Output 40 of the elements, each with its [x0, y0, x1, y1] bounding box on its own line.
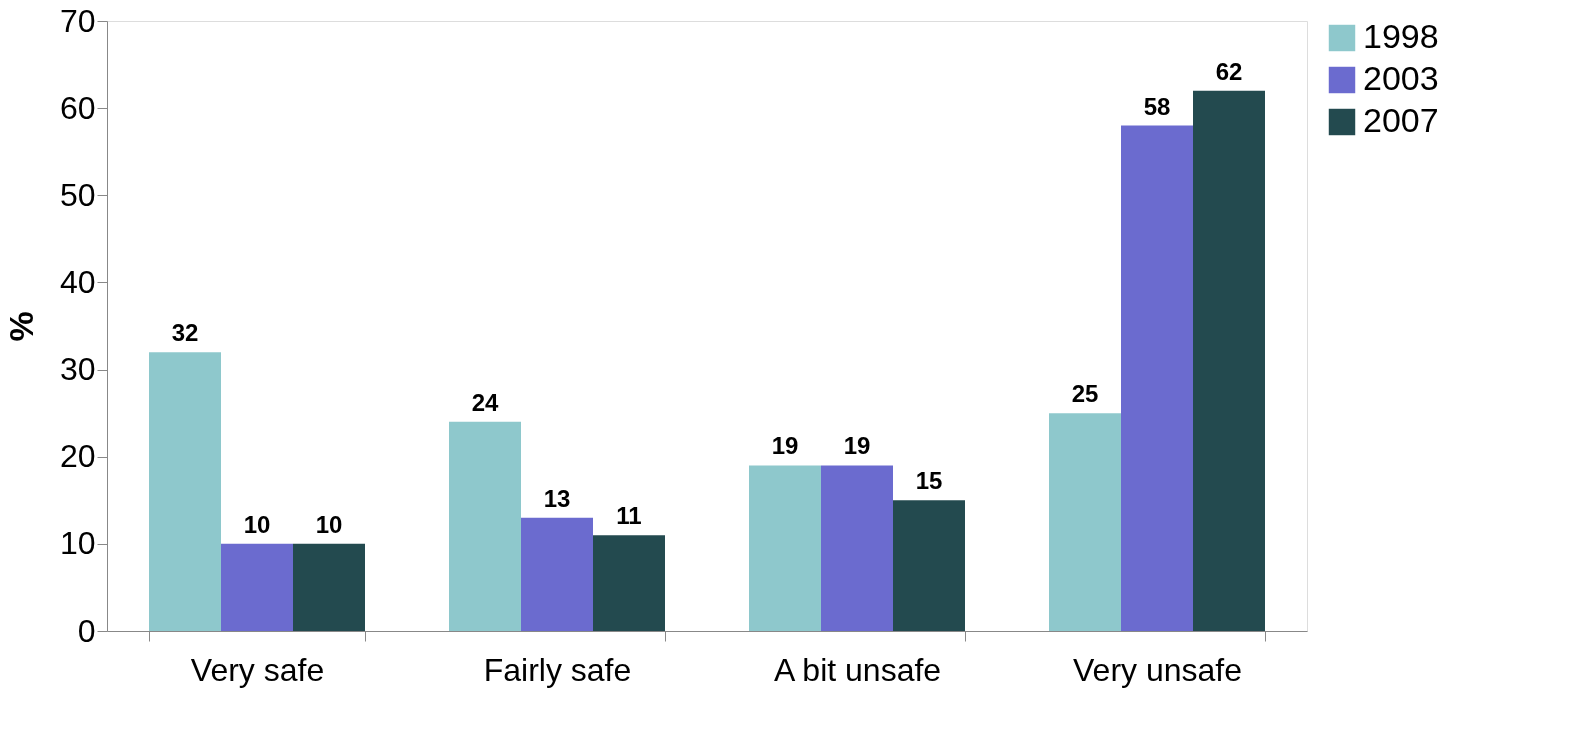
x-tick-label: Fairly safe — [483, 651, 632, 688]
y-tick-label: 50 — [59, 176, 96, 213]
y-tick-label: 10 — [59, 525, 96, 562]
legend-label: 1998 — [1363, 17, 1439, 55]
bar — [149, 352, 221, 631]
data-label: 24 — [471, 388, 499, 416]
data-label: 58 — [1143, 92, 1171, 120]
bar — [1121, 125, 1193, 631]
y-tick-label: 20 — [59, 438, 96, 475]
bar — [449, 421, 521, 631]
data-label: 15 — [915, 467, 943, 495]
data-label: 13 — [543, 484, 571, 512]
y-tick-label: 40 — [59, 263, 96, 300]
y-tick-label: 0 — [77, 612, 96, 649]
legend-label: 2003 — [1363, 59, 1439, 97]
y-axis-title: % — [1, 311, 40, 342]
data-label: 11 — [616, 502, 642, 530]
data-label: 10 — [243, 510, 271, 538]
x-tick-label: Very safe — [190, 651, 325, 688]
bar — [593, 535, 665, 631]
bar — [521, 517, 593, 631]
data-label: 62 — [1215, 57, 1243, 85]
bar — [221, 543, 293, 631]
bar — [1193, 90, 1265, 631]
data-label: 10 — [315, 510, 343, 538]
data-label: 25 — [1071, 380, 1099, 408]
bar — [1049, 413, 1121, 631]
bar — [749, 465, 821, 631]
y-tick-label: 30 — [59, 351, 96, 388]
data-label: 32 — [171, 319, 199, 347]
data-label: 19 — [771, 432, 799, 460]
bar — [821, 465, 893, 631]
data-label: 19 — [843, 432, 871, 460]
legend-label: 2007 — [1363, 101, 1439, 139]
bar — [893, 500, 965, 631]
y-tick-label: 70 — [59, 2, 96, 39]
x-tick-label: Very unsafe — [1073, 651, 1242, 688]
y-tick-label: 60 — [59, 89, 96, 126]
bar — [293, 543, 365, 631]
x-tick-label: A bit unsafe — [773, 651, 942, 688]
